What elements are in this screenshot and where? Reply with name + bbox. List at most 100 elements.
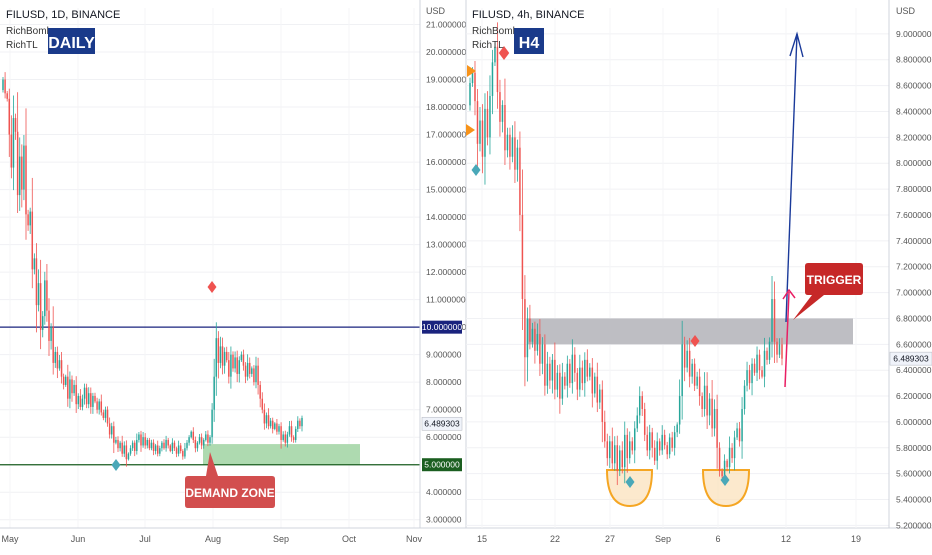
candle-body [177, 445, 180, 454]
candle-body [209, 437, 211, 443]
candle-body [154, 445, 157, 451]
candle-body [638, 396, 641, 416]
candle-body [624, 434, 626, 468]
x-tick-label: 27 [605, 534, 615, 544]
candle-body [119, 442, 121, 449]
candle-body [35, 258, 38, 306]
bottom-diamond-icon [111, 459, 121, 471]
candle-body [83, 387, 86, 399]
candle-body [491, 62, 494, 96]
candle-body [589, 367, 591, 377]
candle-body [8, 98, 11, 135]
candle-body [236, 357, 238, 374]
candle-body [489, 95, 491, 138]
candle-body [238, 360, 241, 374]
y-tick-label: 13.000000 [426, 240, 466, 250]
candle-body [248, 362, 251, 374]
candle-body [536, 333, 539, 351]
candle-body [633, 428, 636, 451]
candle-body [294, 428, 297, 440]
y-tick-label: 19.000000 [426, 75, 466, 85]
candle-body [539, 333, 541, 364]
candle-body [136, 439, 138, 451]
candle-body [611, 441, 614, 464]
candle-body [576, 372, 579, 390]
y-tick-label: 6.000000 [426, 432, 462, 442]
candle-body [469, 83, 471, 106]
candle-body [62, 376, 65, 385]
candle-body [125, 445, 128, 460]
candle-body [255, 365, 257, 383]
y-tick-label: 6.400000 [896, 365, 932, 375]
candle-body [738, 428, 741, 442]
h4-indicator-2: RichTL [472, 40, 504, 51]
candle-body [234, 357, 236, 369]
h4-candles [469, 22, 783, 486]
candle-body [763, 350, 766, 377]
candle-body [184, 448, 186, 457]
y-tick-label: 6.000000 [896, 417, 932, 427]
candle-body [165, 439, 167, 449]
candle-body [144, 437, 146, 446]
y-tick-label: 6.600000 [896, 339, 932, 349]
candle-body [531, 328, 534, 342]
candle-body [614, 445, 616, 464]
candle-body [778, 344, 781, 355]
candle-body [230, 354, 232, 377]
candle-body [228, 360, 230, 377]
candle-body [123, 445, 126, 454]
orange-arrow-2-icon [466, 124, 475, 136]
candle-body [479, 120, 481, 144]
candle-body [292, 437, 295, 440]
candle-body [246, 362, 249, 377]
candle-body [616, 445, 619, 472]
candle-body [641, 396, 643, 409]
candle-body [221, 346, 224, 366]
x-tick-label: Aug [205, 534, 221, 544]
candle-body [96, 401, 98, 410]
candle-body [696, 376, 698, 386]
h4-last-price: 6.489303 [893, 354, 929, 364]
candle-body [753, 363, 756, 373]
candle-body [163, 442, 165, 449]
daily-symbol-title: FILUSD, 1D, BINANCE [6, 9, 120, 21]
candle-body [253, 368, 255, 383]
h4-badge-label: H4 [519, 35, 540, 52]
candle-body [728, 447, 731, 468]
candle-body [756, 354, 758, 373]
candle-body [27, 214, 29, 226]
candle-body [263, 409, 266, 424]
candle-body [278, 426, 280, 432]
candle-body [566, 363, 569, 386]
y-tick-label: 6.200000 [896, 391, 932, 401]
candle-body [526, 318, 529, 358]
candle-body [261, 398, 264, 410]
candle-body [23, 145, 25, 190]
candle-body [511, 137, 514, 157]
candle-body [29, 211, 31, 226]
candle-body [691, 363, 693, 377]
candle-body [140, 434, 142, 446]
candle-body [701, 396, 703, 409]
daily-x-axis: May Jun Jul Aug Sep Oct Nov [1, 534, 422, 544]
h4-currency: USD [896, 6, 916, 16]
candle-body [297, 420, 299, 429]
candle-body [693, 363, 696, 386]
candle-body [259, 384, 261, 399]
candle-body [67, 376, 69, 399]
candle-body [748, 370, 751, 384]
h4-chart-panel: TRIGGER FILUSD, 4h, BINANCE RichBomb Ric… [465, 0, 932, 544]
y-tick-label: 12.000000 [426, 267, 466, 277]
candle-body [301, 417, 303, 427]
candle-body [716, 408, 718, 448]
h4-indicator-1: RichBomb [472, 26, 519, 37]
y-tick-label: 8.800000 [896, 55, 932, 65]
candle-body [678, 396, 681, 425]
candle-body [494, 46, 496, 63]
candle-body [499, 92, 501, 122]
y-tick-label: 6.800000 [896, 313, 932, 323]
candle-body [108, 423, 111, 435]
candle-body [271, 420, 274, 429]
candle-body [18, 156, 21, 196]
candle-body [758, 354, 761, 371]
